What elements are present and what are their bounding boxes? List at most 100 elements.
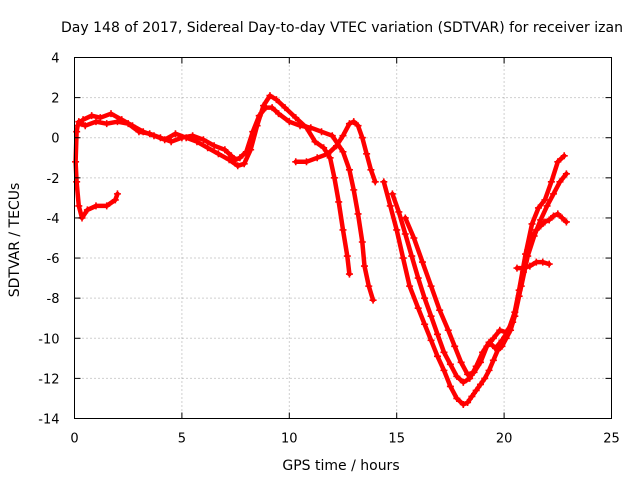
- x-tick-label: 15: [388, 432, 405, 447]
- data-point: [421, 320, 429, 328]
- data-point: [72, 158, 80, 166]
- data-point: [150, 132, 158, 140]
- data-point: [88, 112, 96, 120]
- data-point: [464, 370, 472, 378]
- data-point: [360, 262, 368, 270]
- data-point: [421, 294, 429, 302]
- data-point: [358, 238, 366, 246]
- plot-area: [72, 92, 570, 408]
- data-point: [547, 178, 555, 186]
- data-point: [240, 160, 248, 168]
- data-point: [227, 152, 235, 160]
- data-point: [414, 304, 422, 312]
- data-point: [354, 122, 362, 130]
- data-point: [369, 296, 377, 304]
- data-point: [328, 132, 336, 140]
- data-point: [339, 226, 347, 234]
- data-point: [380, 178, 388, 186]
- data-point: [260, 102, 268, 110]
- data-point: [324, 150, 332, 158]
- data-point: [182, 134, 190, 142]
- data-point: [335, 198, 343, 206]
- x-axis-tick-labels: 0 5 10 15 20 25: [70, 432, 619, 447]
- data-point: [350, 118, 358, 126]
- data-point: [489, 334, 497, 342]
- data-point: [554, 210, 562, 218]
- data-point: [543, 202, 551, 210]
- data-point: [395, 208, 403, 216]
- data-point: [96, 114, 104, 122]
- y-tick-label: -6: [47, 252, 60, 267]
- data-point: [113, 190, 121, 198]
- data-point: [302, 158, 310, 166]
- plot-frame: [74, 57, 612, 419]
- x-tick-label: 25: [603, 432, 620, 447]
- data-point: [502, 328, 510, 336]
- y-axis-tick-labels: -14 -12 -10 -8 -6 -4 -2 0 2 4: [38, 52, 59, 428]
- data-point: [234, 162, 242, 170]
- data-point: [513, 264, 521, 272]
- data-point: [204, 144, 212, 152]
- data-point: [399, 254, 407, 262]
- data-point: [111, 196, 119, 204]
- data-point: [350, 186, 358, 194]
- y-tick-label: 2: [51, 92, 59, 107]
- data-point: [446, 360, 454, 368]
- data-point: [339, 132, 347, 140]
- data-point: [247, 146, 255, 154]
- data-point: [292, 158, 300, 166]
- data-point: [285, 118, 293, 126]
- data-point: [410, 234, 418, 242]
- data-point: [453, 394, 461, 402]
- data-point: [118, 116, 126, 124]
- data-point: [292, 114, 300, 122]
- data-point: [79, 116, 87, 124]
- data-point: [532, 258, 540, 266]
- data-point: [492, 344, 500, 352]
- series-1: [72, 104, 377, 304]
- data-point: [371, 178, 379, 186]
- data-point: [92, 202, 100, 210]
- data-point: [214, 150, 222, 158]
- series-line: [73, 105, 376, 303]
- data-point: [472, 386, 480, 394]
- data-point: [161, 136, 169, 144]
- x-tick-label: 0: [70, 432, 78, 447]
- data-point: [440, 366, 448, 374]
- data-point: [526, 262, 534, 270]
- data-point: [550, 212, 558, 220]
- data-point: [221, 146, 229, 154]
- data-point: [363, 150, 371, 158]
- y-tick-label: -4: [47, 212, 60, 227]
- series-3: [292, 118, 379, 186]
- data-point: [436, 306, 444, 314]
- data-point: [434, 352, 442, 360]
- data-point: [414, 274, 422, 282]
- data-point: [464, 398, 472, 406]
- data-point: [75, 202, 83, 210]
- data-point: [541, 196, 549, 204]
- data-point: [427, 282, 435, 290]
- data-point: [171, 130, 179, 138]
- y-axis-label: SDTVAR / TECUs: [7, 183, 23, 298]
- data-point: [210, 142, 218, 150]
- data-point: [345, 120, 353, 128]
- data-point: [522, 250, 530, 258]
- x-tick-label: 5: [178, 432, 186, 447]
- data-point: [562, 170, 570, 178]
- data-point: [272, 96, 280, 104]
- data-point: [253, 122, 261, 130]
- data-point: [167, 138, 175, 146]
- data-point: [103, 202, 111, 210]
- data-point: [326, 154, 334, 162]
- data-point: [358, 134, 366, 142]
- data-point: [386, 202, 394, 210]
- data-point: [302, 124, 310, 132]
- data-point: [408, 252, 416, 260]
- series-line: [403, 153, 567, 377]
- data-point: [562, 218, 570, 226]
- data-point: [345, 270, 353, 278]
- data-point: [444, 326, 452, 334]
- data-point: [509, 318, 517, 326]
- data-point: [541, 218, 549, 226]
